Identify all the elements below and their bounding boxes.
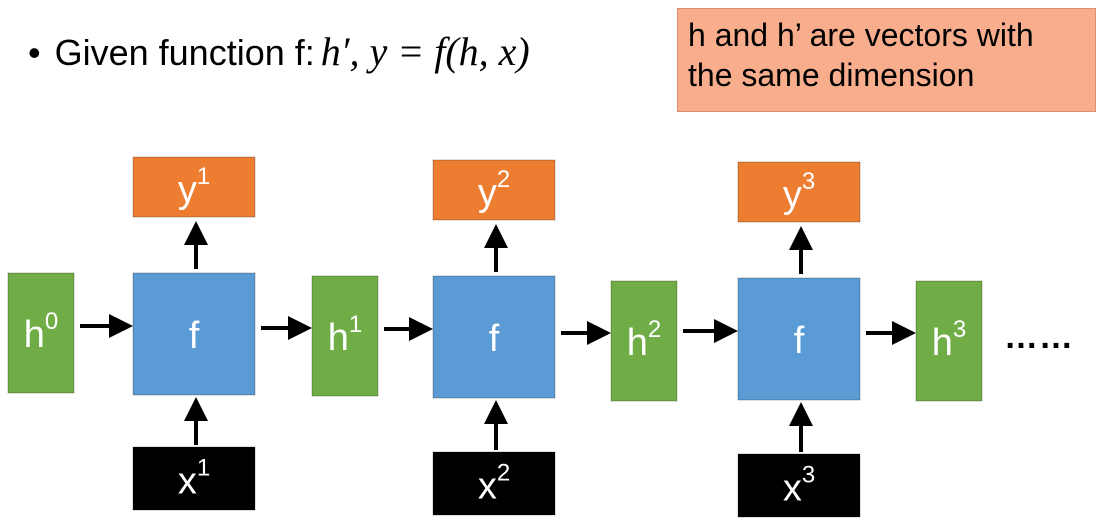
output-label-3-sup: 3 <box>802 168 815 195</box>
hidden-state-label-0: h0 <box>24 308 59 357</box>
function-label-2-base: f <box>489 318 500 360</box>
hidden-state-label-3-base: h <box>932 322 953 364</box>
hidden-state-label-3-sup: 3 <box>953 316 966 343</box>
output-label-2-base: y <box>478 172 497 214</box>
hidden-state-box-0 <box>7 272 75 394</box>
output-label-3-base: y <box>783 174 802 216</box>
hidden-state-label-1-base: h <box>328 317 349 359</box>
output-label-1-base: y <box>178 169 197 211</box>
function-label-3: f <box>794 320 805 362</box>
function-label-3-base: f <box>794 320 805 362</box>
hidden-state-label-3: h3 <box>932 316 967 365</box>
input-box-3 <box>737 453 861 518</box>
output-label-1-sup: 1 <box>197 163 210 190</box>
title-prefix: Given function f: <box>54 32 315 73</box>
function-box-3 <box>737 277 861 401</box>
input-label-3: x3 <box>783 461 815 510</box>
hidden-state-label-0-sup: 0 <box>45 308 58 335</box>
input-box-1 <box>132 446 256 511</box>
hidden-state-label-1: h1 <box>328 311 363 360</box>
function-label-1: f <box>189 315 200 357</box>
hidden-state-box-3 <box>915 280 983 402</box>
input-box-2 <box>432 451 556 516</box>
function-box-1 <box>132 272 256 396</box>
hidden-state-label-2-base: h <box>627 322 648 364</box>
hidden-state-label-1-sup: 1 <box>349 311 362 338</box>
hidden-state-label-2-sup: 2 <box>648 316 661 343</box>
input-label-2-sup: 2 <box>497 459 510 486</box>
function-label-2: f <box>489 318 500 360</box>
output-box-1 <box>132 156 256 218</box>
output-label-2-sup: 2 <box>497 166 510 193</box>
input-label-3-sup: 3 <box>802 461 815 488</box>
hidden-state-box-2 <box>610 280 678 402</box>
dimension-note: h and h’ are vectors with the same dimen… <box>677 8 1096 112</box>
input-label-2-base: x <box>478 466 497 508</box>
note-line-2: the same dimension <box>688 57 975 93</box>
input-label-1: x1 <box>178 454 210 503</box>
output-label-3: y3 <box>783 168 815 217</box>
input-label-1-base: x <box>178 461 197 503</box>
note-line-1: h and h’ are vectors with <box>688 17 1034 53</box>
output-label-2: y2 <box>478 166 510 215</box>
input-label-1-sup: 1 <box>197 454 210 481</box>
output-label-1: y1 <box>178 163 210 212</box>
output-box-3 <box>737 161 861 223</box>
bullet: • <box>28 32 41 73</box>
output-box-2 <box>432 159 556 221</box>
hidden-state-label-2: h2 <box>627 316 662 365</box>
input-label-2: x2 <box>478 459 510 508</box>
continuation-ellipsis: …… <box>1004 318 1074 356</box>
title-formula: h′, y = f(h, x) <box>320 29 530 74</box>
function-label-1-base: f <box>189 315 200 357</box>
slide-title: • Given function f: h′, y = f(h, x) <box>28 28 530 76</box>
hidden-state-box-1 <box>311 275 379 397</box>
input-label-3-base: x <box>783 468 802 510</box>
hidden-state-label-0-base: h <box>24 314 45 356</box>
function-box-2 <box>432 275 556 399</box>
